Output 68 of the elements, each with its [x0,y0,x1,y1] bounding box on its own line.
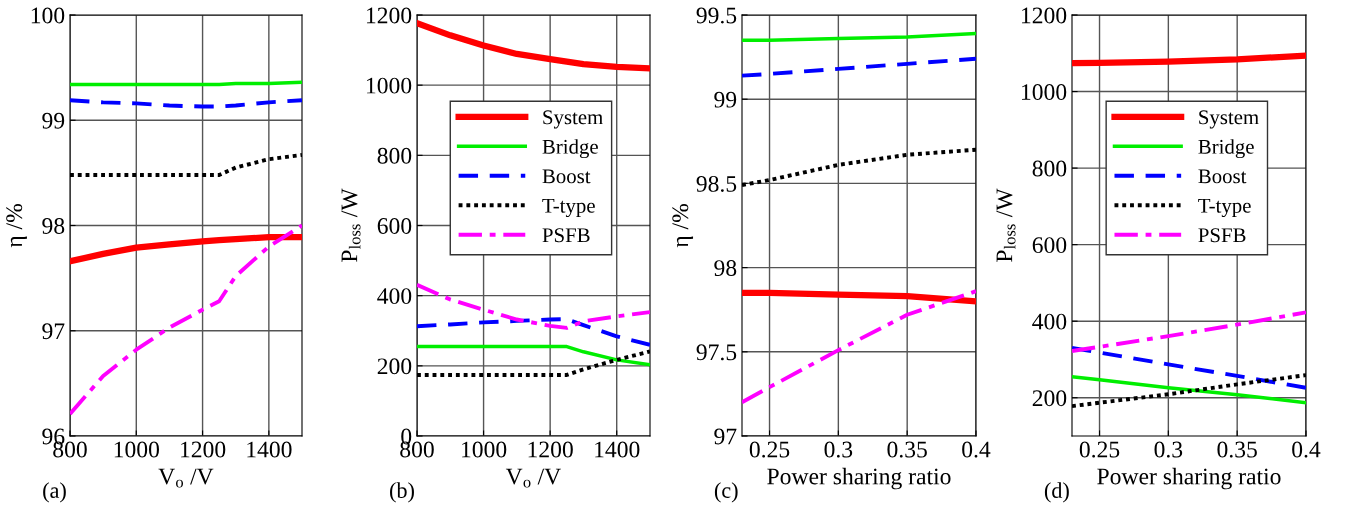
legend-label: Bridge [542,139,598,159]
y-tick-label: 200 [1032,390,1067,407]
x-axis-title: Power sharing ratio [767,467,951,490]
y-tick-label: 97 [714,428,737,445]
x-tick-label: 1000 [114,441,159,458]
y-tick-label: 600 [377,217,412,234]
line-series [417,282,650,330]
legend-label: Boost [1198,169,1247,184]
y-tick-label: 97.5 [696,344,737,361]
text: (d) [1044,482,1069,503]
x-tick-label: 0.35 [887,441,927,458]
line-series [417,344,650,367]
x-tick-label: 1400 [247,441,292,458]
y-tick-label: 200 [377,358,412,375]
y-tick-label: 98 [714,260,737,277]
legend-label: PSFB [542,228,590,243]
x-axis-title: V$_{o}$ /V [505,468,561,488]
line-series [742,31,976,42]
x-tick-label: 0.4 [1292,441,1321,458]
y-tick-label: 99.5 [696,7,737,24]
legend-label: T-type [1198,198,1251,218]
y-tick-label: 98 [42,217,65,234]
y-tick-label: 1200 [1021,7,1067,24]
y-axis-title: η /% [672,204,694,248]
y-tick-label: 800 [377,147,412,164]
x-tick-label: 0.25 [1079,441,1120,458]
y-tick-label: 400 [377,288,412,305]
legend-label: Boost [542,169,591,184]
x-tick-label: 0.3 [1154,441,1183,458]
y-axis-title: η /% [6,204,27,248]
text: (a) [43,482,66,503]
x-tick-label: 0.25 [749,441,790,458]
line-series [1072,346,1306,390]
y-tick-label: 1000 [366,77,412,94]
y-tick-label: 1200 [366,7,412,24]
x-axis-title: V$_{o}$ /V [158,468,214,488]
y-tick-label: 98.5 [696,175,737,192]
legend-label: Bridge [1198,139,1254,159]
legend-label: System [1199,110,1259,129]
legend-label: System [543,110,603,129]
x-tick-label: 1200 [181,441,226,458]
y-tick-label: 800 [1032,160,1067,177]
x-tick-label: 1400 [595,441,640,458]
y-tick-label: 100 [31,7,65,24]
x-tick-label: 1000 [462,441,507,458]
legend-label: PSFB [1198,228,1246,243]
line-series [1072,310,1306,353]
x-axis-title: Power sharing ratio [1097,467,1281,490]
line-series [742,289,976,405]
x-tick-label: 0.35 [1217,441,1257,458]
x-tick-label: 0.4 [962,441,991,458]
y-tick-label: 99 [42,112,65,129]
line-series [742,56,976,78]
y-tick-label: 1000 [1021,84,1067,100]
y-tick-label: 99 [714,91,737,108]
y-tick-label: 97 [42,323,65,340]
y-tick-label: 600 [1032,237,1067,254]
line-series [70,98,302,109]
legend-label: T-type [542,198,595,218]
x-tick-label: 0.3 [824,441,853,458]
y-tick-label: 400 [1032,313,1067,330]
text: (c) [714,482,738,503]
x-tick-label: 1200 [528,441,573,458]
text: (b) [390,482,414,503]
y-axis-title: P$_{loss}$ /W [996,188,1016,263]
y-axis-title: P$_{loss}$ /W [341,188,361,263]
line-series [70,223,302,416]
line-series [417,317,650,347]
